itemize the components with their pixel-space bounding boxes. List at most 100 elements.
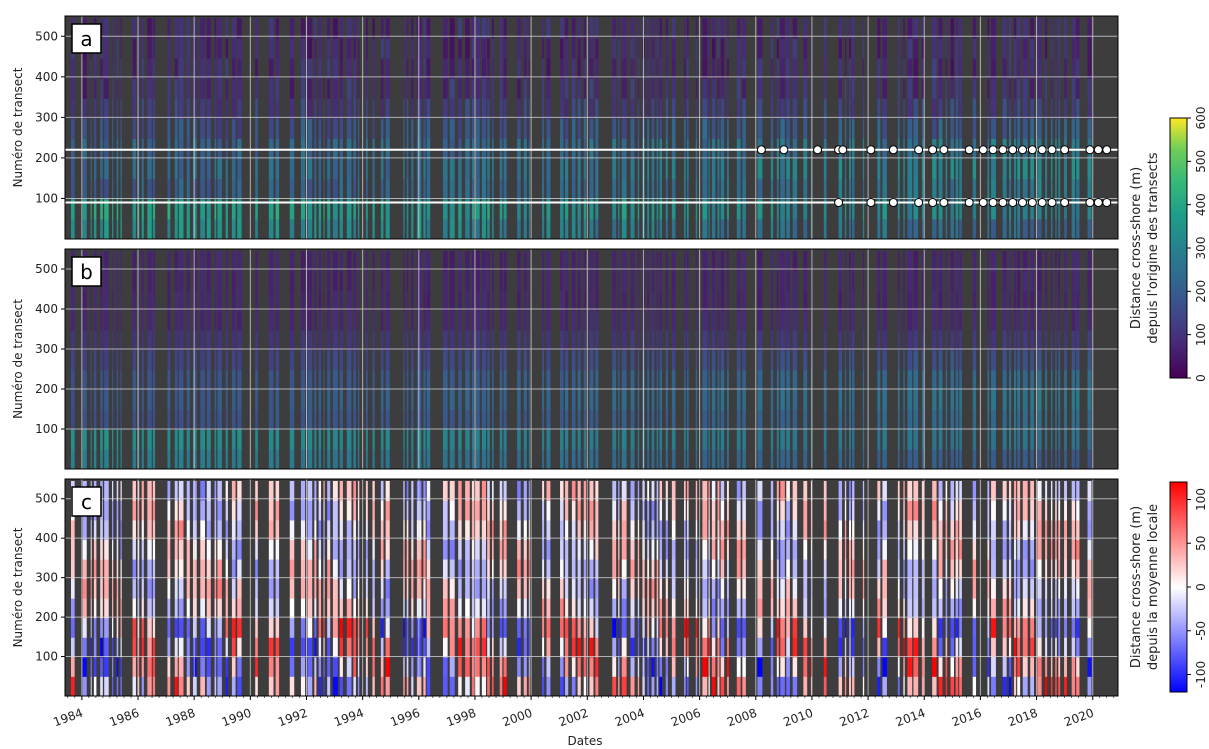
- data-cell: [621, 578, 627, 599]
- data-cell: [612, 158, 617, 180]
- data-cell: [757, 310, 763, 331]
- data-cell: [571, 520, 576, 541]
- data-cell: [726, 158, 729, 180]
- panel-letter: b: [80, 260, 93, 284]
- data-cell: [903, 38, 905, 59]
- data-cell: [1087, 369, 1092, 391]
- data-cell: [844, 310, 847, 331]
- data-cell: [589, 449, 594, 470]
- data-cell: [932, 480, 937, 501]
- data-cell: [844, 637, 847, 658]
- data-cell: [695, 58, 698, 79]
- data-cell: [192, 637, 197, 658]
- data-cell: [736, 118, 741, 139]
- data-cell: [583, 270, 587, 292]
- data-cell: [458, 617, 462, 638]
- data-cell: [852, 429, 855, 450]
- data-cell: [475, 290, 480, 311]
- data-cell: [1022, 539, 1028, 560]
- data-cell: [637, 598, 640, 619]
- data-cell: [353, 198, 356, 220]
- data-cell: [289, 78, 295, 99]
- data-cell: [736, 310, 741, 331]
- data-cell: [237, 676, 242, 697]
- data-cell: [318, 656, 322, 677]
- data-cell: [200, 598, 205, 619]
- data-cell: [720, 617, 725, 638]
- data-cell: [921, 617, 925, 638]
- data-cell: [913, 520, 919, 541]
- data-cell: [426, 158, 431, 180]
- data-cell: [803, 350, 808, 371]
- data-cell: [565, 290, 569, 311]
- data-cell: [823, 198, 827, 220]
- data-cell: [711, 310, 716, 331]
- data-cell: [426, 118, 431, 139]
- data-cell: [237, 578, 242, 599]
- data-cell: [595, 58, 599, 79]
- data-cell: [192, 389, 197, 410]
- data-cell: [442, 198, 448, 220]
- data-cell: [959, 539, 962, 560]
- data-cell: [742, 409, 746, 430]
- data-cell: [776, 38, 779, 59]
- data-cell: [665, 58, 668, 79]
- data-cell: [517, 310, 521, 331]
- data-cell: [776, 251, 779, 272]
- data-cell: [786, 270, 790, 292]
- data-cell: [192, 178, 197, 200]
- data-cell: [90, 578, 92, 599]
- data-cell: [1002, 656, 1007, 677]
- data-cell: [112, 178, 114, 200]
- data-cell: [621, 429, 627, 450]
- data-cell: [717, 449, 720, 470]
- data-cell: [711, 520, 716, 541]
- y-tick-label: 300: [35, 110, 58, 124]
- data-cell: [659, 429, 663, 450]
- data-cell: [647, 118, 650, 139]
- data-cell: [93, 58, 97, 79]
- data-cell: [426, 480, 431, 501]
- data-cell: [1037, 676, 1042, 697]
- data-cell: [268, 656, 274, 677]
- data-cell: [647, 290, 650, 311]
- data-cell: [380, 251, 384, 272]
- data-cell: [684, 251, 686, 272]
- data-cell: [932, 251, 937, 272]
- data-cell: [786, 78, 790, 99]
- data-cell: [1002, 559, 1007, 580]
- data-cell: [671, 656, 676, 677]
- data-cell: [372, 98, 375, 119]
- data-cell: [1008, 656, 1012, 677]
- data-cell: [907, 270, 913, 292]
- data-cell: [307, 18, 313, 39]
- data-cell: [913, 598, 919, 619]
- data-cell: [630, 118, 635, 139]
- data-cell: [1017, 449, 1021, 470]
- data-cell: [487, 98, 490, 119]
- y-tick-label: 400: [35, 531, 58, 545]
- data-cell: [503, 676, 507, 697]
- data-cell: [339, 98, 343, 119]
- data-cell: [318, 218, 322, 240]
- data-cell: [907, 637, 913, 658]
- data-cell: [955, 449, 959, 470]
- data-cell: [780, 218, 785, 240]
- data-cell: [595, 637, 599, 658]
- data-cell: [945, 198, 948, 220]
- data-cell: [517, 330, 521, 351]
- data-cell: [656, 389, 659, 410]
- data-cell: [225, 310, 228, 331]
- x-tick-label: 1988: [164, 706, 197, 730]
- data-cell: [938, 409, 943, 430]
- data-cell: [225, 198, 228, 220]
- data-cell: [174, 637, 178, 658]
- data-cell: [786, 218, 790, 240]
- data-cell: [1064, 480, 1067, 501]
- data-cell: [411, 178, 414, 200]
- data-cell: [711, 429, 716, 450]
- data-cell: [945, 559, 948, 580]
- data-cell: [938, 270, 943, 292]
- data-cell: [152, 480, 156, 501]
- data-cell: [702, 637, 708, 658]
